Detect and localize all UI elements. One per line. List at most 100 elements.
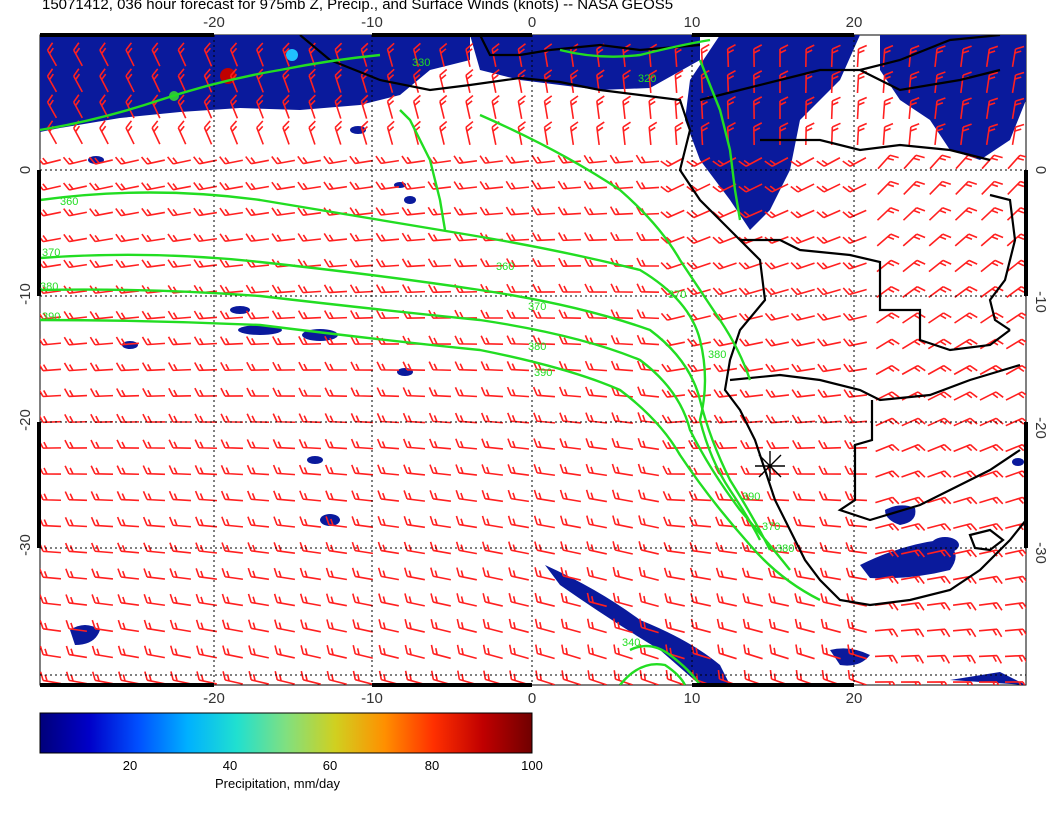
wind-barb xyxy=(195,593,218,607)
wind-barb xyxy=(334,68,343,93)
wind-barb xyxy=(532,335,556,346)
wind-barb xyxy=(637,437,660,451)
contour-label: 330 xyxy=(412,57,430,69)
wind-barb xyxy=(532,283,556,293)
wind-barb xyxy=(979,522,1004,531)
wind-barb xyxy=(819,516,842,528)
wind-barb xyxy=(560,592,581,608)
wind-barb xyxy=(40,156,61,165)
wind-barb xyxy=(953,391,978,401)
wind-barb xyxy=(360,94,369,119)
wind-barb xyxy=(843,338,867,347)
wind-barb xyxy=(928,259,952,273)
wind-barb xyxy=(454,335,478,345)
wind-barb xyxy=(428,361,452,372)
wind-barb xyxy=(978,654,1003,664)
wind-barb xyxy=(141,207,166,217)
wind-barb xyxy=(245,336,270,346)
wind-barb xyxy=(769,644,789,660)
wind-barb xyxy=(927,364,952,376)
lat-tick-label: 0 xyxy=(1032,166,1049,174)
lon-tick-label: -20 xyxy=(203,690,225,707)
wind-barb xyxy=(985,97,999,120)
wind-barb xyxy=(586,515,607,529)
wind-barb xyxy=(351,464,374,476)
wind-barb xyxy=(480,386,504,398)
wind-barb xyxy=(351,567,374,581)
wind-barb xyxy=(1004,681,1026,685)
colorbar-tick-label: 60 xyxy=(322,758,338,773)
wind-barb xyxy=(89,388,114,398)
wind-barb xyxy=(533,489,556,503)
wind-barb xyxy=(738,183,763,193)
lat-tick-label: -30 xyxy=(1032,542,1049,564)
wind-barb xyxy=(901,443,926,453)
wind-barb xyxy=(350,361,374,371)
wind-barb xyxy=(99,42,109,67)
wind-barb xyxy=(297,233,322,242)
wind-barb xyxy=(816,157,841,167)
wind-barb xyxy=(663,516,686,528)
wind-barb xyxy=(404,593,425,607)
wind-barb xyxy=(664,618,685,634)
wind-barb xyxy=(142,465,166,476)
wind-barb xyxy=(300,645,321,659)
wind-barb xyxy=(985,45,999,68)
wind-barb xyxy=(842,312,867,321)
wind-barb xyxy=(609,206,634,216)
wind-barb xyxy=(245,181,270,191)
wind-barb xyxy=(875,522,900,531)
wind-barb xyxy=(508,644,529,660)
wind-barb xyxy=(117,594,140,606)
wind-barb xyxy=(141,259,166,268)
wind-barb xyxy=(308,68,316,93)
wind-barb xyxy=(40,620,62,632)
wind-barb xyxy=(375,155,400,165)
wind-barb xyxy=(326,619,347,633)
contour-labels: 360 370 380 390 360 370 380 390 370 380 … xyxy=(40,57,794,649)
wind-barb xyxy=(65,620,88,633)
wind-barb xyxy=(404,619,425,633)
wind-barb xyxy=(116,491,140,502)
precip-area xyxy=(230,306,250,314)
wind-barb xyxy=(926,654,951,664)
coastline xyxy=(479,35,701,57)
wind-barb xyxy=(534,618,555,634)
wind-barb xyxy=(611,438,634,451)
wind-barb xyxy=(324,413,348,424)
wind-barb xyxy=(273,516,296,528)
wind-barb xyxy=(63,336,88,346)
wind-barb xyxy=(89,362,114,372)
wind-barb xyxy=(790,157,815,167)
wind-barb xyxy=(648,69,658,94)
contour-label: 360 xyxy=(60,196,78,208)
wind-barb xyxy=(558,309,582,319)
wind-barb xyxy=(979,443,1004,453)
wind-barb xyxy=(929,180,952,196)
wind-barb xyxy=(220,387,244,397)
wind-barb xyxy=(543,69,553,94)
wind-barb xyxy=(927,470,952,478)
wind-barb xyxy=(219,336,244,346)
wind-barb xyxy=(169,645,191,659)
wind-barb xyxy=(143,619,166,633)
precip-hotspot xyxy=(286,49,298,61)
wind-barb xyxy=(481,541,503,555)
wind-barb xyxy=(360,120,369,145)
height-contour xyxy=(40,288,791,571)
wind-barb xyxy=(465,94,474,119)
wind-barb xyxy=(900,681,924,685)
wind-barb xyxy=(177,68,187,93)
lat-tick-label: -20 xyxy=(17,409,34,431)
wind-barb xyxy=(143,645,165,659)
wind-barb xyxy=(219,207,244,217)
wind-barb xyxy=(245,284,270,294)
coastline xyxy=(740,238,1011,352)
wind-barb xyxy=(308,120,316,145)
wind-barb xyxy=(877,154,899,170)
wind-barb xyxy=(842,262,867,270)
wind-barb xyxy=(273,567,296,581)
height-contour xyxy=(40,53,381,132)
wind-barb xyxy=(844,491,868,502)
wind-barb xyxy=(40,594,62,606)
